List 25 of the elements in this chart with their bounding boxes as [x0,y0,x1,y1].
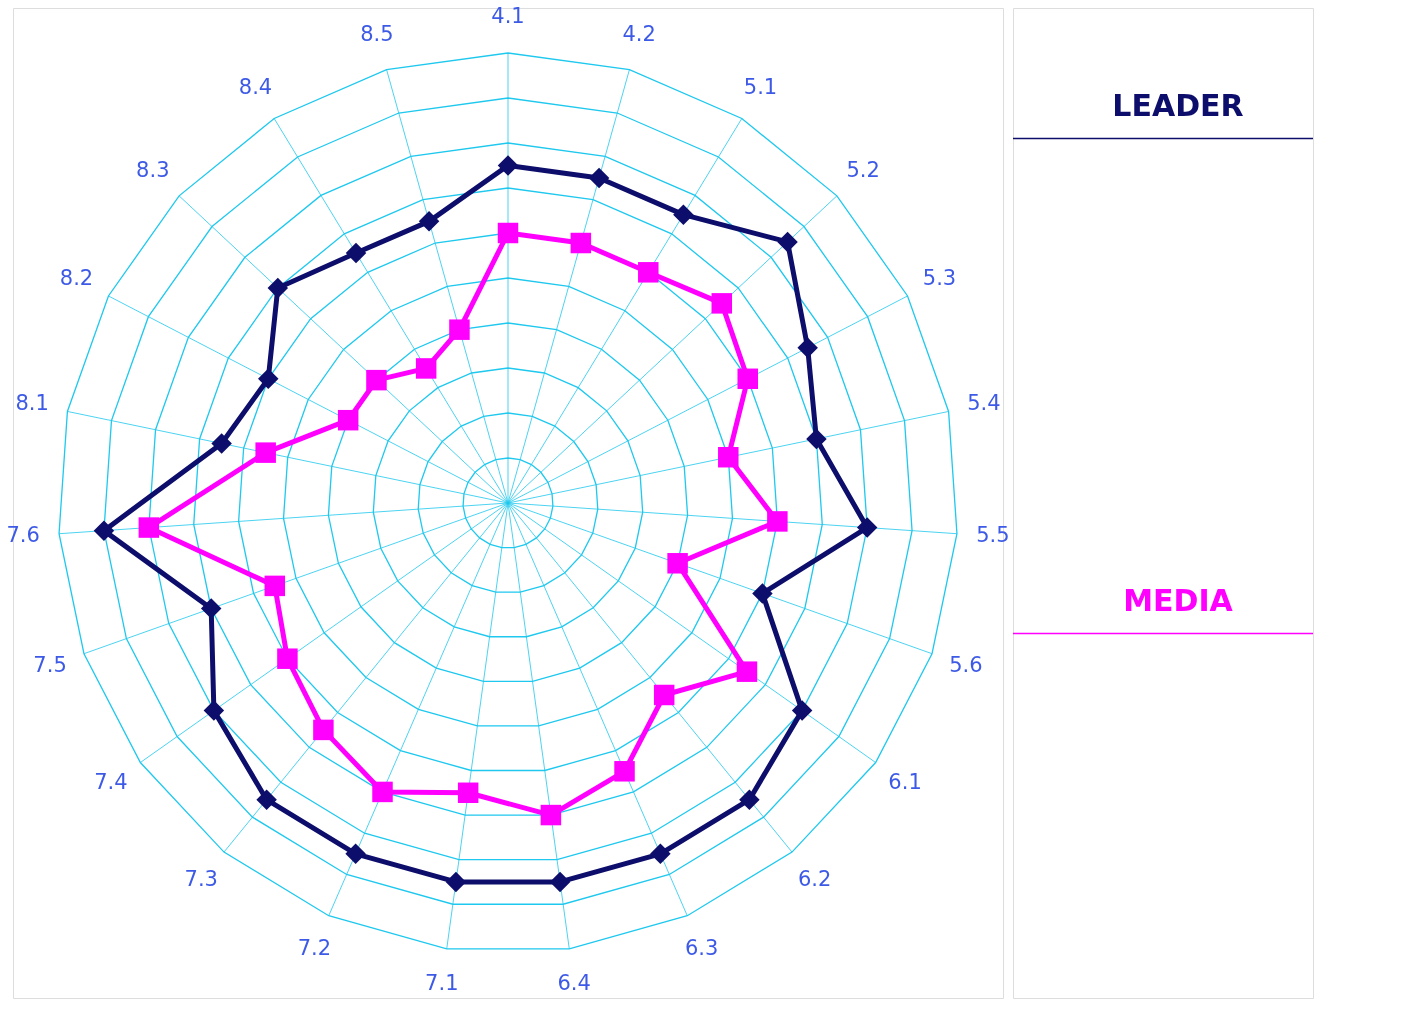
spoke-label: 6.3 [684,935,719,960]
spoke-label: 5.5 [976,523,1010,548]
spoke-label: 5.3 [922,266,957,291]
spoke-label: 7.2 [297,935,332,960]
spoke-label: 8.4 [238,74,273,99]
spoke-label: 4.1 [491,4,525,28]
text: LEADER [1112,88,1244,123]
spoke-label: 6.4 [557,971,591,996]
spoke-label: 5.2 [846,158,880,183]
spoke-label: 7.6 [6,523,40,548]
spoke-label: 5.1 [743,74,778,99]
text: MEDIA [1123,583,1234,618]
spoke-label: 8.1 [15,391,49,416]
spoke-label: 8.3 [136,158,170,183]
spoke-label: 8.5 [360,22,394,47]
spoke-label: 7.3 [184,867,218,891]
spoke-label: 5.6 [949,652,983,677]
spoke-label: 7.5 [33,652,67,677]
spoke-label: 6.1 [888,770,922,795]
spoke-label: 7.4 [94,770,128,795]
spoke-label: 5.4 [967,391,1001,416]
spoke-label: 4.2 [622,22,656,47]
spoke-label: 6.2 [798,867,832,891]
spoke-label: 7.1 [425,971,459,996]
spoke-label: 8.2 [59,266,94,291]
